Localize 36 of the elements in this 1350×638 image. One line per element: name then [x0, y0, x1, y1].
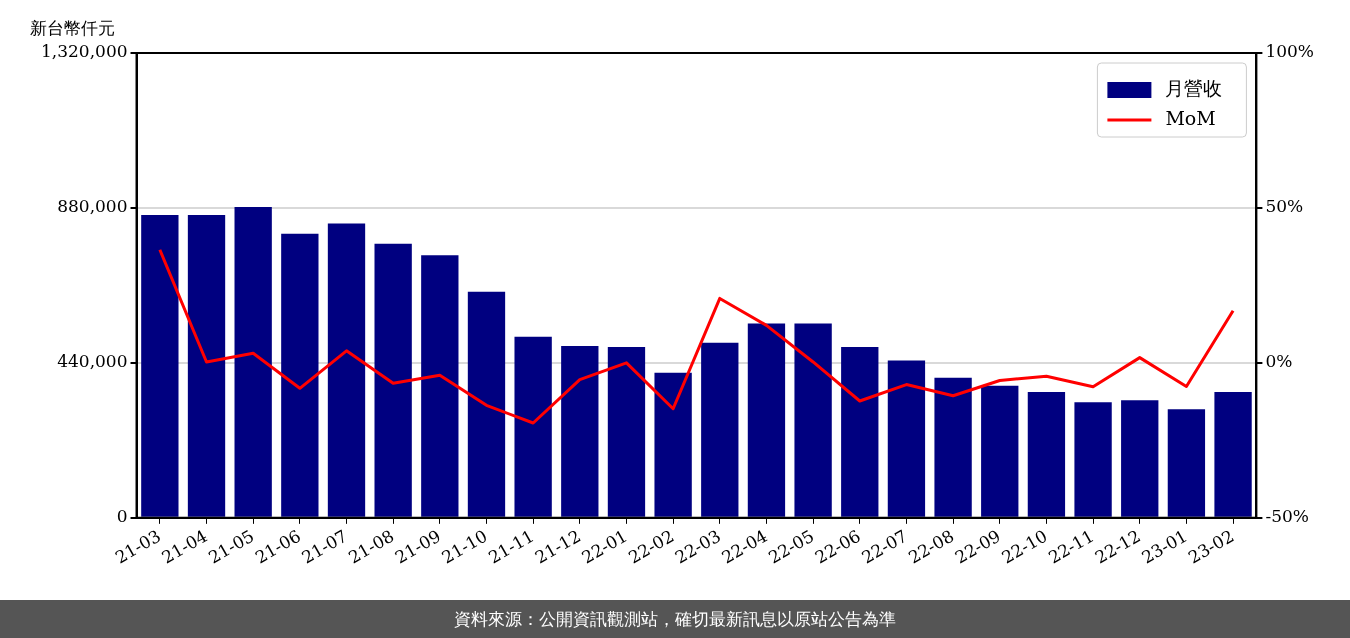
y2-tick-label: 50% — [1265, 196, 1304, 217]
bar — [887, 360, 926, 517]
bar — [1074, 402, 1112, 517]
y2-tick-label: 0% — [1265, 351, 1293, 372]
bar — [747, 323, 786, 517]
bar — [187, 214, 226, 517]
bar — [1167, 409, 1206, 517]
bar — [467, 291, 506, 517]
bar — [327, 223, 366, 517]
bar — [794, 323, 832, 517]
bar — [234, 206, 272, 517]
y-tick-label: 0 — [116, 506, 128, 527]
bar — [654, 372, 692, 517]
y-axis-title: 新台幣仟元 — [30, 18, 115, 38]
bar — [1214, 392, 1252, 517]
bar — [281, 233, 319, 517]
bar — [141, 214, 179, 517]
y2-tick-label: 100% — [1265, 41, 1315, 62]
legend-label: 月營收 — [1165, 76, 1223, 99]
y-tick-label: 1,320,000 — [40, 41, 128, 62]
y2-tick-label: -50% — [1265, 506, 1309, 527]
bar — [841, 347, 879, 517]
bar — [561, 345, 599, 517]
y-tick-label: 880,000 — [57, 196, 128, 217]
bar — [1027, 392, 1066, 517]
bar — [981, 385, 1019, 517]
legend-label: MoM — [1165, 106, 1216, 129]
bar — [514, 336, 552, 517]
source-note: 資料來源：公開資訊觀測站，確切最新訊息以原站公告為準 — [0, 600, 1350, 638]
bar — [701, 342, 739, 517]
y-tick-label: 440,000 — [57, 351, 128, 372]
bar — [374, 243, 412, 517]
bar — [1121, 400, 1159, 517]
bar — [607, 347, 646, 517]
bar — [934, 377, 972, 517]
bar — [421, 255, 459, 517]
